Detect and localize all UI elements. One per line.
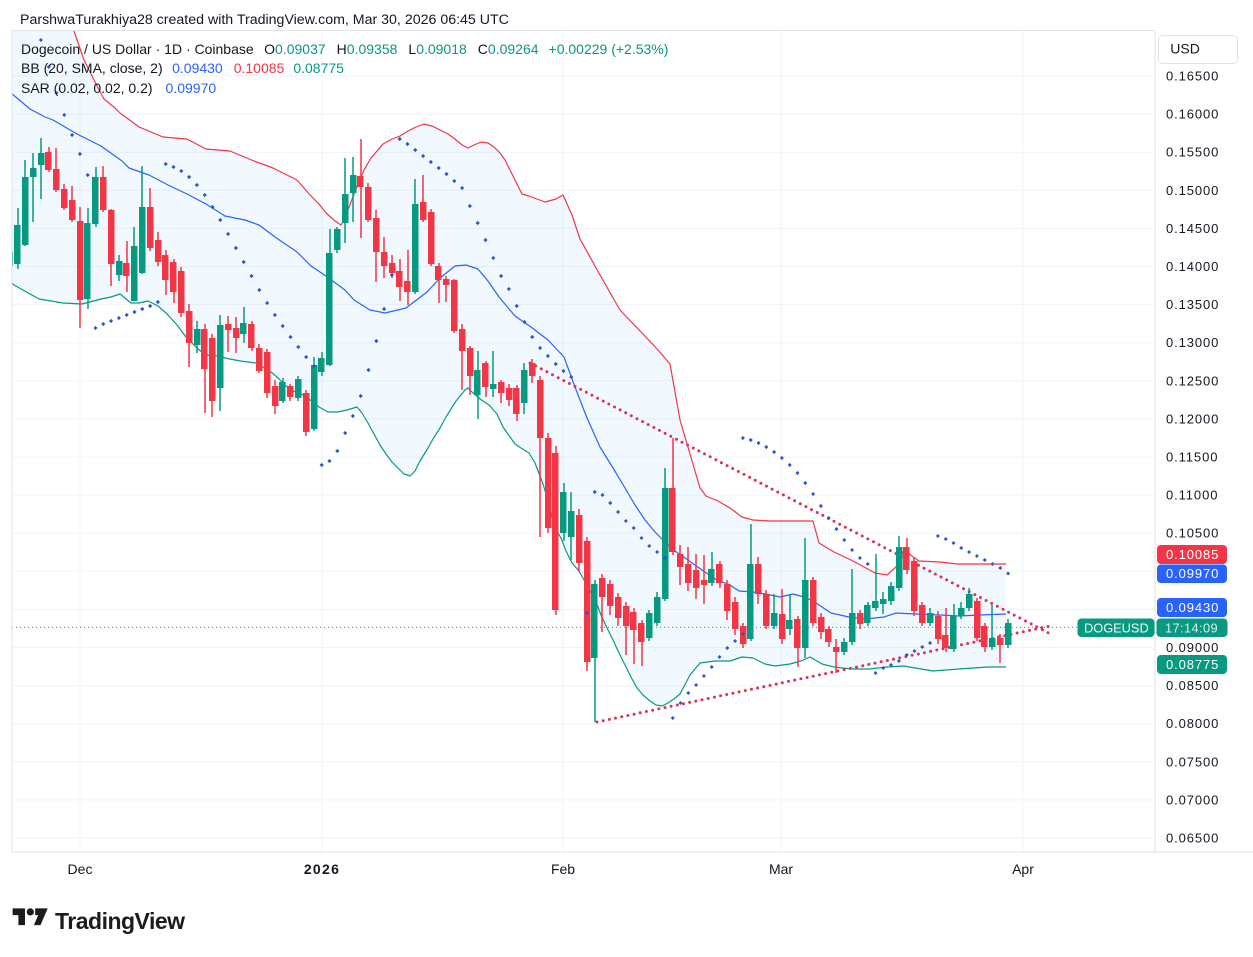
svg-text:Feb: Feb — [551, 861, 575, 877]
svg-text:0.10500: 0.10500 — [1166, 526, 1219, 541]
svg-text:0.11000: 0.11000 — [1166, 488, 1218, 503]
svg-text:Dec: Dec — [68, 861, 93, 877]
svg-text:0.16500: 0.16500 — [1166, 69, 1219, 84]
svg-text:0.14000: 0.14000 — [1166, 259, 1219, 274]
svg-text:0.15000: 0.15000 — [1166, 183, 1219, 198]
svg-text:17:14:09: 17:14:09 — [1165, 620, 1218, 635]
svg-text:Apr: Apr — [1012, 861, 1034, 877]
svg-text:0.07500: 0.07500 — [1166, 754, 1219, 769]
svg-text:0.12500: 0.12500 — [1166, 373, 1219, 388]
svg-text:ParshwaTurakhiya28 created wit: ParshwaTurakhiya28 created with TradingV… — [20, 12, 509, 28]
svg-text:0.07000: 0.07000 — [1166, 792, 1219, 807]
svg-text:0.08775: 0.08775 — [1166, 657, 1219, 672]
svg-text:0.09000: 0.09000 — [1166, 640, 1219, 655]
svg-text:0.08500: 0.08500 — [1166, 678, 1219, 693]
svg-text:0.09430: 0.09430 — [1166, 600, 1219, 615]
svg-text:0.12000: 0.12000 — [1166, 411, 1219, 426]
svg-text:SAR (0.02, 0.02, 0.2)0.09970: SAR (0.02, 0.02, 0.2) 0.09970 — [21, 80, 216, 96]
svg-text:Dogecoin / US Dollar · 1D · Co: Dogecoin / US Dollar · 1D · Coinbase O0.0… — [21, 41, 668, 57]
svg-text:0.14500: 0.14500 — [1166, 221, 1219, 236]
svg-text:0.13000: 0.13000 — [1166, 335, 1219, 350]
svg-text:0.08000: 0.08000 — [1166, 716, 1219, 731]
svg-text:0.09970: 0.09970 — [1166, 566, 1219, 581]
svg-text:0.10085: 0.10085 — [1166, 547, 1219, 562]
svg-text:0.06500: 0.06500 — [1166, 831, 1219, 846]
svg-text:0.15500: 0.15500 — [1166, 145, 1219, 160]
svg-text:USD: USD — [1170, 41, 1200, 57]
svg-text:0.11500: 0.11500 — [1166, 450, 1218, 465]
svg-text:0.16000: 0.16000 — [1166, 107, 1219, 122]
svg-text:TradingView: TradingView — [55, 908, 185, 934]
svg-text:0.13500: 0.13500 — [1166, 297, 1219, 312]
svg-text:DOGEUSD: DOGEUSD — [1084, 620, 1149, 635]
svg-text:Mar: Mar — [769, 861, 793, 877]
svg-text:2026: 2026 — [304, 861, 340, 877]
